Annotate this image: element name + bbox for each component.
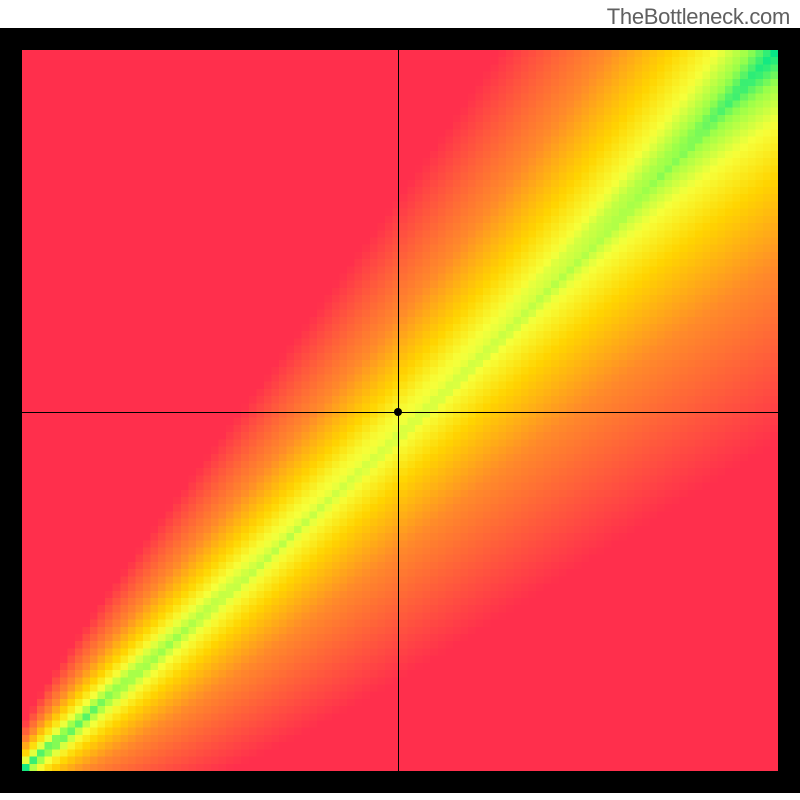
watermark: TheBottleneck.com xyxy=(607,4,790,30)
plot-outer-border xyxy=(0,28,800,793)
crosshair-marker xyxy=(394,408,402,416)
chart-container: TheBottleneck.com xyxy=(0,0,800,800)
plot-area xyxy=(22,50,778,771)
